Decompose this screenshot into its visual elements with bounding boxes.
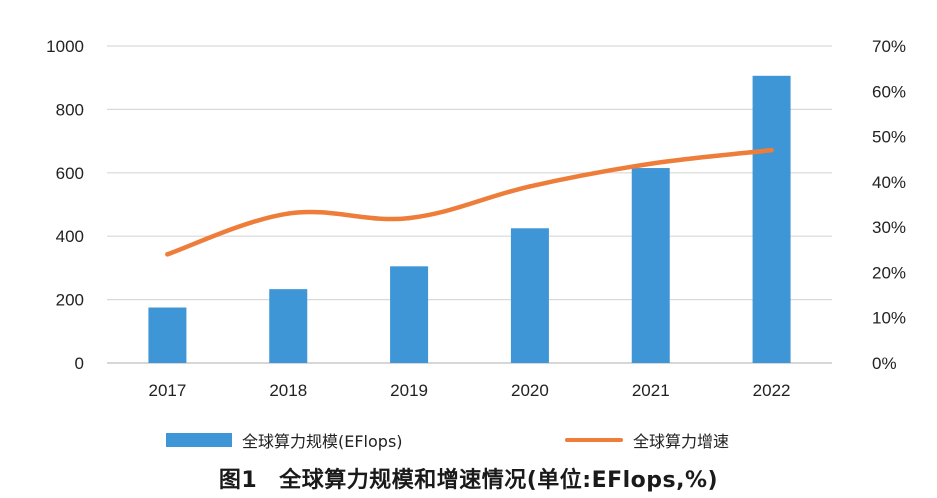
x-axis: 2017 2018 2019 2020 2021 2022 [149,381,791,400]
bar [510,228,549,363]
legend: 全球算力规模(EFlops) 全球算力增速 [0,428,937,452]
y-left-tick-label: 400 [56,227,84,246]
y-left-tick-label: 200 [56,291,84,310]
line-point [286,211,291,216]
line-point [769,147,774,153]
bar-series [148,75,791,363]
y-left-tick-label: 1000 [46,37,84,56]
y-right-tick-label: 50% [872,128,906,147]
y-right-tick-label: 20% [872,263,906,282]
y-right-tick-label: 0% [872,354,897,373]
legend-label-line: 全球算力增速 [633,432,730,451]
bar [148,307,187,363]
y-right-tick-label: 70% [872,37,906,56]
bar [752,75,791,363]
x-tick-label: 2020 [511,381,549,400]
bar [631,168,670,363]
line-point [165,252,170,257]
y-right-tick-label: 30% [872,218,906,237]
line-point [648,161,653,166]
y-right-tick-label: 40% [872,173,906,192]
y-axis-right: 0% 10% 20% 30% 40% 50% 60% 70% [872,37,906,373]
gridlines [107,45,832,364]
figure-number: 图1 [218,468,258,493]
x-tick-label: 2018 [269,381,307,400]
y-right-tick-label: 10% [872,309,906,328]
legend-swatch-line [565,438,623,442]
y-left-tick-label: 600 [56,164,84,183]
y-left-tick-label: 0 [75,354,84,373]
legend-swatch-bar [166,433,232,447]
figure-title: 全球算力规模和增速情况(单位:EFlops,%) [279,468,719,493]
chart-canvas: 0 200 400 600 800 1000 0% 10% 20% 30% 40% 50% 60% 70… [46,37,906,400]
x-tick-label: 2022 [753,381,791,400]
legend-item-line: 全球算力增速 [565,428,729,452]
line-point [406,215,412,221]
legend-label-bar: 全球算力规模(EFlops) [242,432,403,451]
bar [390,266,429,363]
x-tick-label: 2019 [390,381,428,400]
y-left-tick-label: 800 [56,100,84,119]
y-right-tick-label: 60% [872,82,906,101]
x-tick-label: 2017 [149,381,187,400]
growth-line [165,147,774,257]
line-series [165,147,774,257]
line-point [527,184,533,189]
legend-item-bar: 全球算力规模(EFlops) [166,428,403,452]
x-tick-label: 2021 [632,381,670,400]
bar [269,289,308,363]
y-axis-left: 0 200 400 600 800 1000 [46,37,84,373]
figure-caption: 图1 全球算力规模和增速情况(单位:EFlops,%) [0,462,937,494]
